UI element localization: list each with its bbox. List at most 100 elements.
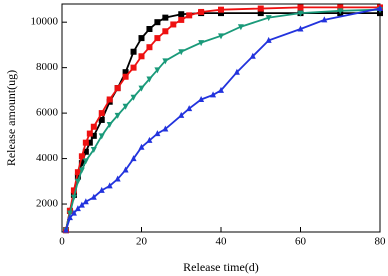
marker: [106, 121, 113, 128]
marker: [78, 167, 85, 174]
marker: [162, 125, 169, 132]
marker: [337, 8, 344, 15]
marker: [66, 210, 73, 217]
marker: [198, 8, 205, 15]
x-tick-label: 60: [295, 236, 307, 248]
marker: [98, 133, 105, 140]
marker: [90, 146, 97, 153]
y-tick-label: 8000: [36, 61, 59, 73]
marker: [138, 143, 145, 150]
marker: [82, 198, 89, 205]
x-axis-title: Release time(d): [183, 260, 259, 274]
marker: [257, 5, 264, 12]
marker: [233, 68, 240, 75]
marker: [82, 158, 89, 165]
marker: [114, 112, 121, 119]
marker: [154, 67, 161, 74]
x-tick-label: 40: [216, 236, 228, 248]
marker: [122, 73, 129, 80]
marker: [146, 44, 153, 51]
marker: [178, 111, 185, 118]
marker: [70, 187, 77, 194]
marker: [218, 10, 224, 17]
marker: [257, 10, 264, 17]
marker: [186, 12, 193, 19]
marker: [90, 132, 97, 139]
marker: [122, 69, 129, 76]
y-axis-title: Release amount(ug): [4, 70, 18, 166]
marker: [146, 26, 153, 33]
marker: [90, 123, 97, 130]
y-tick-label: 6000: [36, 107, 59, 119]
marker: [218, 33, 224, 40]
y-tick-label: 2000: [36, 198, 59, 210]
marker: [237, 24, 244, 31]
marker: [154, 19, 161, 26]
marker: [98, 110, 105, 117]
marker: [265, 15, 272, 22]
marker: [98, 116, 105, 123]
marker: [122, 103, 129, 110]
marker: [146, 136, 153, 143]
x-tick-label: 80: [375, 236, 387, 248]
series-line: [65, 6, 380, 231]
marker: [178, 49, 185, 56]
marker: [154, 35, 161, 42]
marker: [138, 85, 145, 92]
marker: [377, 5, 383, 12]
marker: [130, 48, 137, 55]
marker: [70, 209, 77, 216]
marker: [90, 193, 97, 200]
marker: [106, 96, 113, 103]
y-tick-label: 10000: [31, 16, 59, 28]
marker: [170, 21, 177, 28]
marker: [297, 25, 304, 32]
marker: [162, 58, 169, 65]
marker: [74, 169, 81, 176]
marker: [74, 173, 81, 180]
marker: [66, 214, 73, 221]
marker: [162, 14, 169, 21]
marker: [74, 178, 81, 185]
marker: [265, 36, 272, 43]
marker: [78, 160, 85, 167]
y-tick-label: 4000: [36, 152, 59, 164]
marker: [146, 76, 153, 83]
marker: [130, 155, 137, 162]
marker: [297, 10, 304, 17]
marker: [82, 148, 89, 155]
marker: [198, 40, 205, 47]
marker: [74, 205, 81, 212]
marker: [106, 182, 113, 189]
marker: [218, 86, 224, 93]
marker: [78, 201, 85, 208]
marker: [218, 6, 224, 13]
marker: [86, 139, 93, 146]
marker: [78, 153, 85, 160]
x-tick-label: 20: [136, 236, 148, 248]
marker: [337, 4, 344, 11]
marker: [154, 130, 161, 137]
marker: [130, 64, 137, 71]
marker: [114, 175, 121, 182]
marker: [122, 166, 129, 173]
marker: [186, 105, 193, 112]
marker: [321, 16, 328, 23]
marker: [70, 194, 77, 201]
series-line: [65, 8, 381, 231]
marker: [82, 139, 89, 146]
marker: [297, 4, 304, 11]
marker: [249, 52, 256, 59]
marker: [198, 95, 205, 102]
marker: [130, 94, 137, 101]
marker: [162, 28, 169, 35]
marker: [210, 91, 217, 98]
marker: [62, 226, 69, 233]
marker: [114, 85, 121, 92]
marker: [138, 53, 145, 60]
marker: [178, 16, 185, 23]
marker: [86, 130, 93, 137]
marker: [98, 186, 105, 193]
marker: [138, 35, 145, 42]
